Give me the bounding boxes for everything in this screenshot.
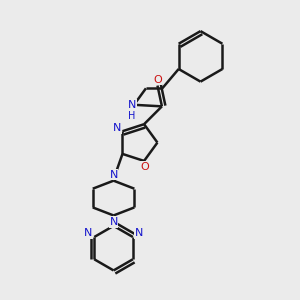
Text: H: H xyxy=(128,111,135,121)
Text: N: N xyxy=(110,217,118,227)
Text: N: N xyxy=(84,228,92,239)
Text: O: O xyxy=(153,75,162,85)
Text: O: O xyxy=(140,162,149,172)
Text: N: N xyxy=(135,228,143,239)
Text: N: N xyxy=(113,123,121,133)
Text: N: N xyxy=(110,170,118,180)
Text: N: N xyxy=(128,100,136,110)
